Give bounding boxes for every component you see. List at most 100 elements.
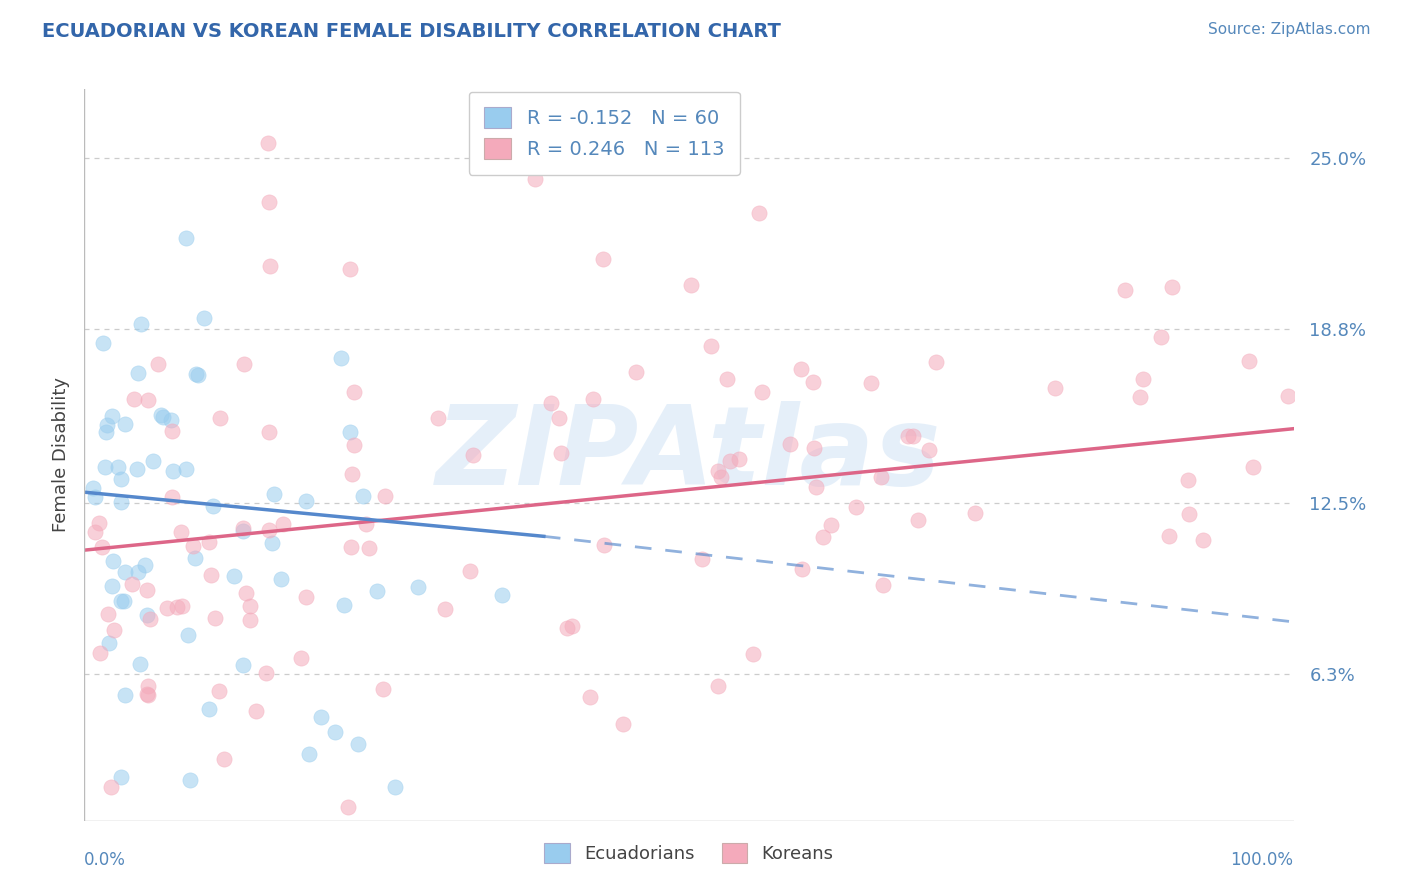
Point (170, 524, 193, 539)
Point (232, 357, 254, 371)
Point (592, 538, 614, 552)
Point (96, 418, 118, 433)
Point (806, 480, 828, 494)
Point (578, 690, 600, 704)
Point (257, 523, 280, 537)
Point (232, 658, 254, 673)
Point (103, 554, 125, 568)
Point (295, 494, 318, 508)
Point (222, 568, 245, 582)
Point (207, 683, 229, 698)
Point (1177, 473, 1199, 487)
Point (129, 317, 152, 331)
Point (136, 393, 159, 408)
Text: ECUADORIAN VS KOREAN FEMALE DISABILITY CORRELATION CHART: ECUADORIAN VS KOREAN FEMALE DISABILITY C… (42, 22, 782, 41)
Point (612, 717, 634, 731)
Point (710, 470, 733, 484)
Point (181, 539, 204, 553)
Point (963, 506, 986, 520)
Point (790, 362, 813, 376)
Point (366, 583, 388, 598)
Point (907, 513, 929, 527)
Point (257, 195, 280, 210)
Point (333, 598, 356, 612)
Point (89, 516, 111, 530)
Point (172, 599, 194, 613)
Point (323, 725, 346, 739)
Point (166, 599, 188, 614)
Point (384, 780, 406, 794)
Text: Source: ZipAtlas.com: Source: ZipAtlas.com (1208, 22, 1371, 37)
Point (97, 636, 120, 650)
Point (751, 384, 773, 399)
Point (548, 410, 571, 425)
Point (433, 602, 456, 616)
Point (122, 392, 145, 406)
Point (174, 231, 197, 245)
Point (156, 601, 179, 615)
Point (406, 580, 429, 594)
Point (1045, 381, 1067, 395)
Point (176, 461, 198, 475)
Point (91, 336, 114, 351)
Point (193, 310, 215, 325)
Point (204, 611, 226, 625)
Point (135, 608, 157, 623)
Point (121, 577, 143, 591)
Point (201, 499, 224, 513)
Point (707, 464, 730, 478)
Point (582, 392, 605, 406)
Point (142, 453, 165, 467)
Point (295, 590, 318, 604)
Point (187, 368, 209, 383)
Point (112, 594, 135, 608)
Point (925, 355, 948, 369)
Point (259, 260, 281, 274)
Point (1241, 460, 1264, 475)
Point (198, 534, 221, 549)
Point (624, 365, 647, 379)
Point (896, 428, 918, 442)
Point (127, 366, 149, 380)
Point (357, 541, 380, 555)
Point (463, 448, 485, 462)
Point (110, 472, 132, 486)
Point (460, 564, 482, 578)
Point (162, 464, 184, 478)
Point (101, 409, 124, 424)
Text: ZIPAtlas: ZIPAtlas (436, 401, 942, 508)
Point (1159, 528, 1181, 542)
Point (136, 689, 159, 703)
Legend: Ecuadorians, Koreans: Ecuadorians, Koreans (530, 829, 848, 878)
Point (270, 572, 292, 586)
Point (149, 408, 172, 422)
Point (1114, 283, 1136, 297)
Point (346, 737, 368, 751)
Point (110, 770, 132, 784)
Point (790, 562, 813, 576)
Point (330, 351, 353, 365)
Point (555, 621, 578, 635)
Point (1161, 280, 1184, 294)
Point (371, 682, 394, 697)
Point (801, 375, 824, 389)
Point (186, 368, 208, 382)
Point (262, 536, 284, 550)
Point (84, 524, 107, 539)
Point (523, 172, 546, 186)
Point (872, 578, 894, 592)
Point (1178, 508, 1201, 522)
Point (125, 462, 148, 476)
Point (679, 277, 702, 292)
Point (748, 205, 770, 219)
Point (146, 357, 169, 371)
Point (179, 773, 201, 788)
Point (135, 687, 157, 701)
Point (1237, 354, 1260, 368)
Point (89, 647, 111, 661)
Point (309, 710, 332, 724)
Point (100, 780, 122, 794)
Point (257, 136, 280, 150)
Point (257, 425, 280, 439)
Point (728, 452, 751, 467)
